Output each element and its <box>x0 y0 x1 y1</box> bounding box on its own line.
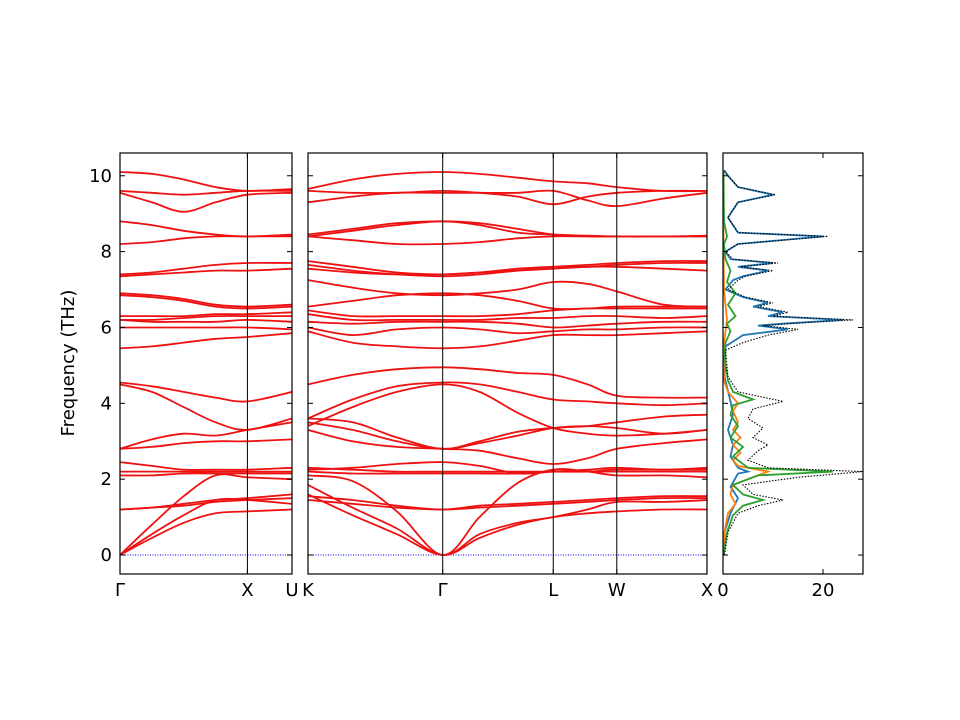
band-right-band-2 <box>308 484 707 556</box>
band-right-band-30 <box>308 171 707 193</box>
band-left-band-19 <box>120 292 292 308</box>
dos-panel: 0 20 <box>717 152 864 601</box>
band-left-xtick-label-3: U <box>285 580 298 601</box>
band-left-band-9 <box>120 438 292 450</box>
band-left-band-3 <box>120 473 292 556</box>
band-left-band-15 <box>120 318 292 323</box>
dos-plot-area <box>723 169 863 556</box>
ytick-label-4: 6 <box>101 317 112 338</box>
band-right-band-17 <box>308 320 707 329</box>
band-right-band-20 <box>308 292 707 311</box>
band-left-xtick-label-2: X <box>241 580 253 601</box>
band-right-band-18 <box>308 313 707 322</box>
ytick-label-6: 10 <box>89 166 112 187</box>
band-right-band-15 <box>308 330 707 350</box>
band-right-xtick-label-1: K <box>302 580 315 601</box>
dos-dos-series-1 <box>723 169 844 556</box>
band-left-band-14 <box>120 326 292 331</box>
ytick-label-5: 8 <box>101 242 112 263</box>
dos-xtick-label-1: 0 <box>717 580 728 601</box>
band-right-frame <box>307 152 708 575</box>
band-right-band-23 <box>308 261 707 278</box>
band-left-band-23 <box>120 220 292 238</box>
band-right-band-9 <box>308 429 707 465</box>
band-right-band-16 <box>308 326 707 337</box>
band-left-band-16 <box>120 315 292 321</box>
ytick-label-3: 4 <box>101 393 112 414</box>
band-left-band-22 <box>120 235 292 245</box>
band-right-band-8 <box>308 461 707 475</box>
band-left-band-12 <box>120 381 292 403</box>
dos-xtick-label-2: 20 <box>812 580 835 601</box>
band-left-band-8 <box>120 461 292 471</box>
dos-dos-series-2 <box>723 172 772 556</box>
band-right-band-3 <box>308 468 707 556</box>
band-left-band-13 <box>120 332 292 350</box>
band-right-band-25 <box>308 235 707 246</box>
band-left-band-17 <box>120 311 292 318</box>
y-axis-label: Frequency (THz) <box>58 290 79 437</box>
band-right-band-22 <box>308 265 707 276</box>
band-right-band-13 <box>308 381 707 420</box>
band-right-band-11 <box>308 413 707 450</box>
dos-dos-series-3 <box>723 171 834 556</box>
band-left-xtick-label-1: Γ <box>115 580 125 601</box>
band-right-xtick-label-3: L <box>548 580 558 601</box>
band-left-band-5 <box>120 497 292 511</box>
band-right-band-29 <box>308 189 707 206</box>
band-right-band-10 <box>308 421 707 450</box>
band-right-plot-area <box>308 171 707 556</box>
band-left-band-26 <box>120 171 292 192</box>
band-right-band-12 <box>308 383 707 437</box>
band-left-band-24 <box>120 191 292 213</box>
band-right-band-5 <box>308 495 707 511</box>
band-left-plot-area <box>120 171 292 556</box>
band-left-panel: Γ X U 0 2 4 6 8 10 <box>89 152 299 601</box>
ytick-label-2: 2 <box>101 469 112 490</box>
band-right-band-19 <box>308 307 707 318</box>
band-right-band-14 <box>308 366 707 399</box>
band-right-band-21 <box>308 279 707 308</box>
band-right-xtick-label-2: Γ <box>438 580 448 601</box>
band-left-band-20 <box>120 267 292 278</box>
band-right-band-27 <box>308 220 707 238</box>
dos-frame <box>722 152 864 575</box>
band-left-band-1 <box>120 508 292 556</box>
band-right-xtick-label-5: X <box>701 580 713 601</box>
band-left-band-21 <box>120 261 292 276</box>
band-left-band-11 <box>120 383 292 431</box>
band-right-xtick-label-4: W <box>608 580 626 601</box>
band-left-band-18 <box>120 294 292 310</box>
dos-dos-series-4 <box>723 169 863 556</box>
band-left-frame <box>119 152 293 575</box>
band-right-band-24 <box>308 260 707 276</box>
band-right-band-7 <box>308 466 707 473</box>
band-right-band-4 <box>308 497 707 511</box>
band-right-band-1 <box>308 493 707 556</box>
ytick-label-1: 0 <box>101 545 112 566</box>
band-left-band-6 <box>120 472 292 477</box>
